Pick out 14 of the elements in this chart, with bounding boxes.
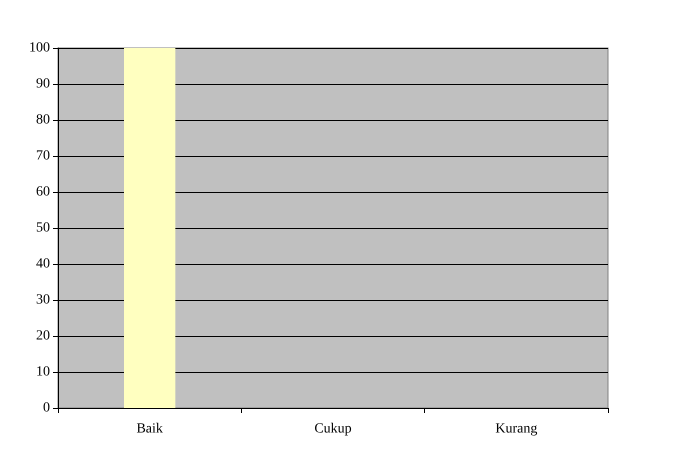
y-tick-label: 80 [36,112,50,128]
y-tick-label: 10 [36,364,50,380]
y-tick-label: 0 [43,400,50,416]
y-tick-label: 20 [36,328,50,344]
y-tick-label: 30 [36,292,50,308]
x-tick-label: Kurang [495,422,538,436]
y-tick-label: 50 [36,220,50,236]
x-tick-label: Baik [136,422,163,436]
y-tick-label: 40 [36,256,50,272]
y-tick-label: 90 [36,76,50,92]
y-tick-label: 100 [29,40,50,56]
x-tick-label: Cukup [314,422,352,436]
y-tick-label: 60 [36,184,50,200]
y-tick-label: 70 [36,148,50,164]
